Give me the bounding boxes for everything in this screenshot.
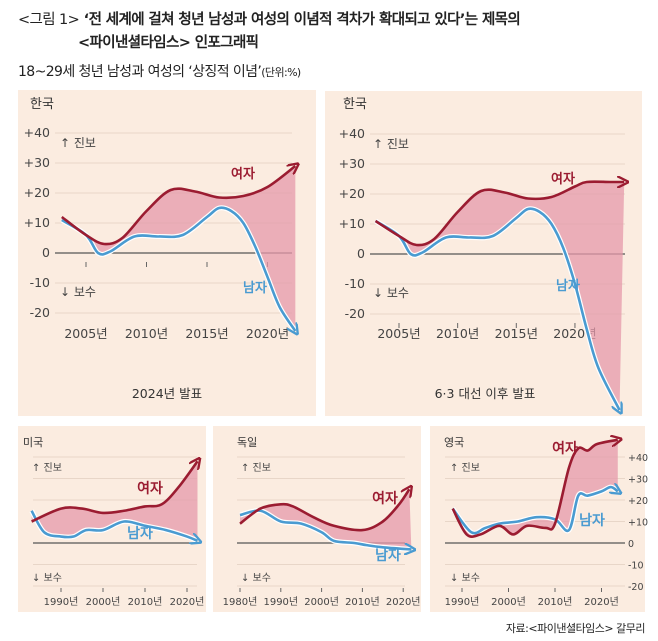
male-line xyxy=(239,509,411,550)
x-tick-label: 2020년 xyxy=(246,326,289,341)
x-tick-label: 2000년 xyxy=(304,596,339,608)
y-tick-label: +30 xyxy=(24,155,50,170)
unit-label: (단위:%) xyxy=(261,66,301,79)
female-series-label: 여자 xyxy=(231,166,255,182)
male-series-label: 남자 xyxy=(243,280,267,296)
y-tick-label: -10 xyxy=(345,276,365,291)
male-line xyxy=(61,206,296,331)
female-line xyxy=(451,440,618,538)
x-tick-label: 2010년 xyxy=(538,596,573,608)
progressive-label: ↑ 진보 xyxy=(450,462,480,474)
y-tick-label: +40 xyxy=(628,453,648,464)
conservative-label: ↓ 보수 xyxy=(60,285,96,299)
gap-area xyxy=(452,439,618,537)
subtitle-text: 18~29세 청년 남성과 여성의 ‘상징적 이념’ xyxy=(18,64,262,80)
progressive-label: ↑ 진보 xyxy=(373,137,409,151)
male-line xyxy=(30,510,198,541)
source-note: 자료:<파이낸셜타임스> 갈무리 xyxy=(505,622,646,635)
y-tick-label: +20 xyxy=(628,496,648,507)
female-series-label: 여자 xyxy=(137,480,163,497)
x-tick-label: 2000년 xyxy=(491,596,526,608)
conservative-label: ↓ 보수 xyxy=(241,572,271,584)
female-series-label: 여자 xyxy=(372,490,398,507)
panel-title: 독일 xyxy=(237,435,257,449)
panel-caption: 2024년 발표 xyxy=(132,386,202,401)
x-tick-label: 2010년 xyxy=(128,596,163,608)
progressive-label: ↑ 진보 xyxy=(32,462,62,474)
panel-title: 영국 xyxy=(444,436,464,449)
conservative-label: ↓ 보수 xyxy=(450,572,480,584)
panel-title: 한국 xyxy=(30,97,54,112)
y-tick-label: -20 xyxy=(30,305,50,320)
x-tick-label: 2005년 xyxy=(64,326,107,341)
y-tick-label: +20 xyxy=(339,186,365,201)
y-tick-label: +40 xyxy=(24,125,50,140)
x-tick-label: 2020년 xyxy=(170,596,205,608)
conservative-label: ↓ 보수 xyxy=(373,286,409,300)
male-series-label: 남자 xyxy=(375,547,401,564)
y-tick-label: +20 xyxy=(24,185,50,200)
chart-subtitle: 18~29세 청년 남성과 여성의 ‘상징적 이념’(단위:%) xyxy=(18,61,301,81)
male-line xyxy=(451,487,618,535)
figure-title: <그림 1> ‘전 세계에 걸쳐 청년 남성과 여성의 이념적 격차가 확대되고… xyxy=(18,8,521,29)
panel-title: 미국 xyxy=(23,436,43,449)
x-tick-label: 2015년 xyxy=(185,326,228,341)
gap-area xyxy=(31,461,198,541)
progressive-label: ↑ 진보 xyxy=(60,136,96,150)
y-tick-label: 0 xyxy=(42,245,50,260)
x-tick-label: 2010년 xyxy=(436,326,479,341)
y-tick-label: -20 xyxy=(345,306,365,321)
female-series-label: 여자 xyxy=(552,440,578,457)
panel-caption: 6·3 대선 이후 발표 xyxy=(435,386,536,401)
y-tick-label: +30 xyxy=(628,475,648,486)
panel-title: 한국 xyxy=(343,97,367,112)
y-tick-label: 0 xyxy=(357,246,365,261)
y-tick-label: +10 xyxy=(628,518,648,529)
x-tick-label: 1990년 xyxy=(263,596,298,608)
male-series-label: 남자 xyxy=(579,512,605,529)
x-tick-label: 2005년 xyxy=(377,326,420,341)
male-series-label: 남자 xyxy=(127,525,153,542)
y-tick-label: -10 xyxy=(30,275,50,290)
male-series-label: 남자 xyxy=(556,278,580,294)
y-tick-label: +10 xyxy=(24,215,50,230)
title-line-2: <파이낸셜타임스> 인포그래픽 xyxy=(78,35,259,51)
female-line xyxy=(61,166,296,246)
y-tick-label: +30 xyxy=(339,156,365,171)
progressive-label: ↑ 진보 xyxy=(241,462,271,474)
male-line xyxy=(374,207,620,410)
female-line xyxy=(31,461,198,523)
x-tick-label: 1990년 xyxy=(445,596,480,608)
x-tick-label: 1990년 xyxy=(44,596,79,608)
x-tick-label: 2000년 xyxy=(86,596,121,608)
x-tick-label: 2020년 xyxy=(386,596,421,608)
y-tick-label: +10 xyxy=(339,216,365,231)
female-series-label: 여자 xyxy=(551,171,575,187)
gap-area xyxy=(375,181,625,410)
x-tick-label: 2010년 xyxy=(345,596,380,608)
female-line xyxy=(374,182,625,247)
female-line xyxy=(239,489,409,532)
x-tick-label: 2020년 xyxy=(584,596,619,608)
y-tick-label: -10 xyxy=(628,561,644,572)
x-tick-label: 2015년 xyxy=(495,326,538,341)
conservative-label: ↓ 보수 xyxy=(32,572,62,584)
y-tick-label: 0 xyxy=(628,539,634,550)
x-tick-label: 1980년 xyxy=(223,596,258,608)
gap-area xyxy=(61,166,296,331)
title-line-1: ‘전 세계에 걸쳐 청년 남성과 여성의 이념적 격차가 확대되고 있다’는 제… xyxy=(83,12,521,28)
figure-label: <그림 1> xyxy=(18,12,80,28)
x-tick-label: 2010년 xyxy=(125,326,168,341)
y-tick-label: -20 xyxy=(628,582,644,593)
y-tick-label: +40 xyxy=(339,126,365,141)
